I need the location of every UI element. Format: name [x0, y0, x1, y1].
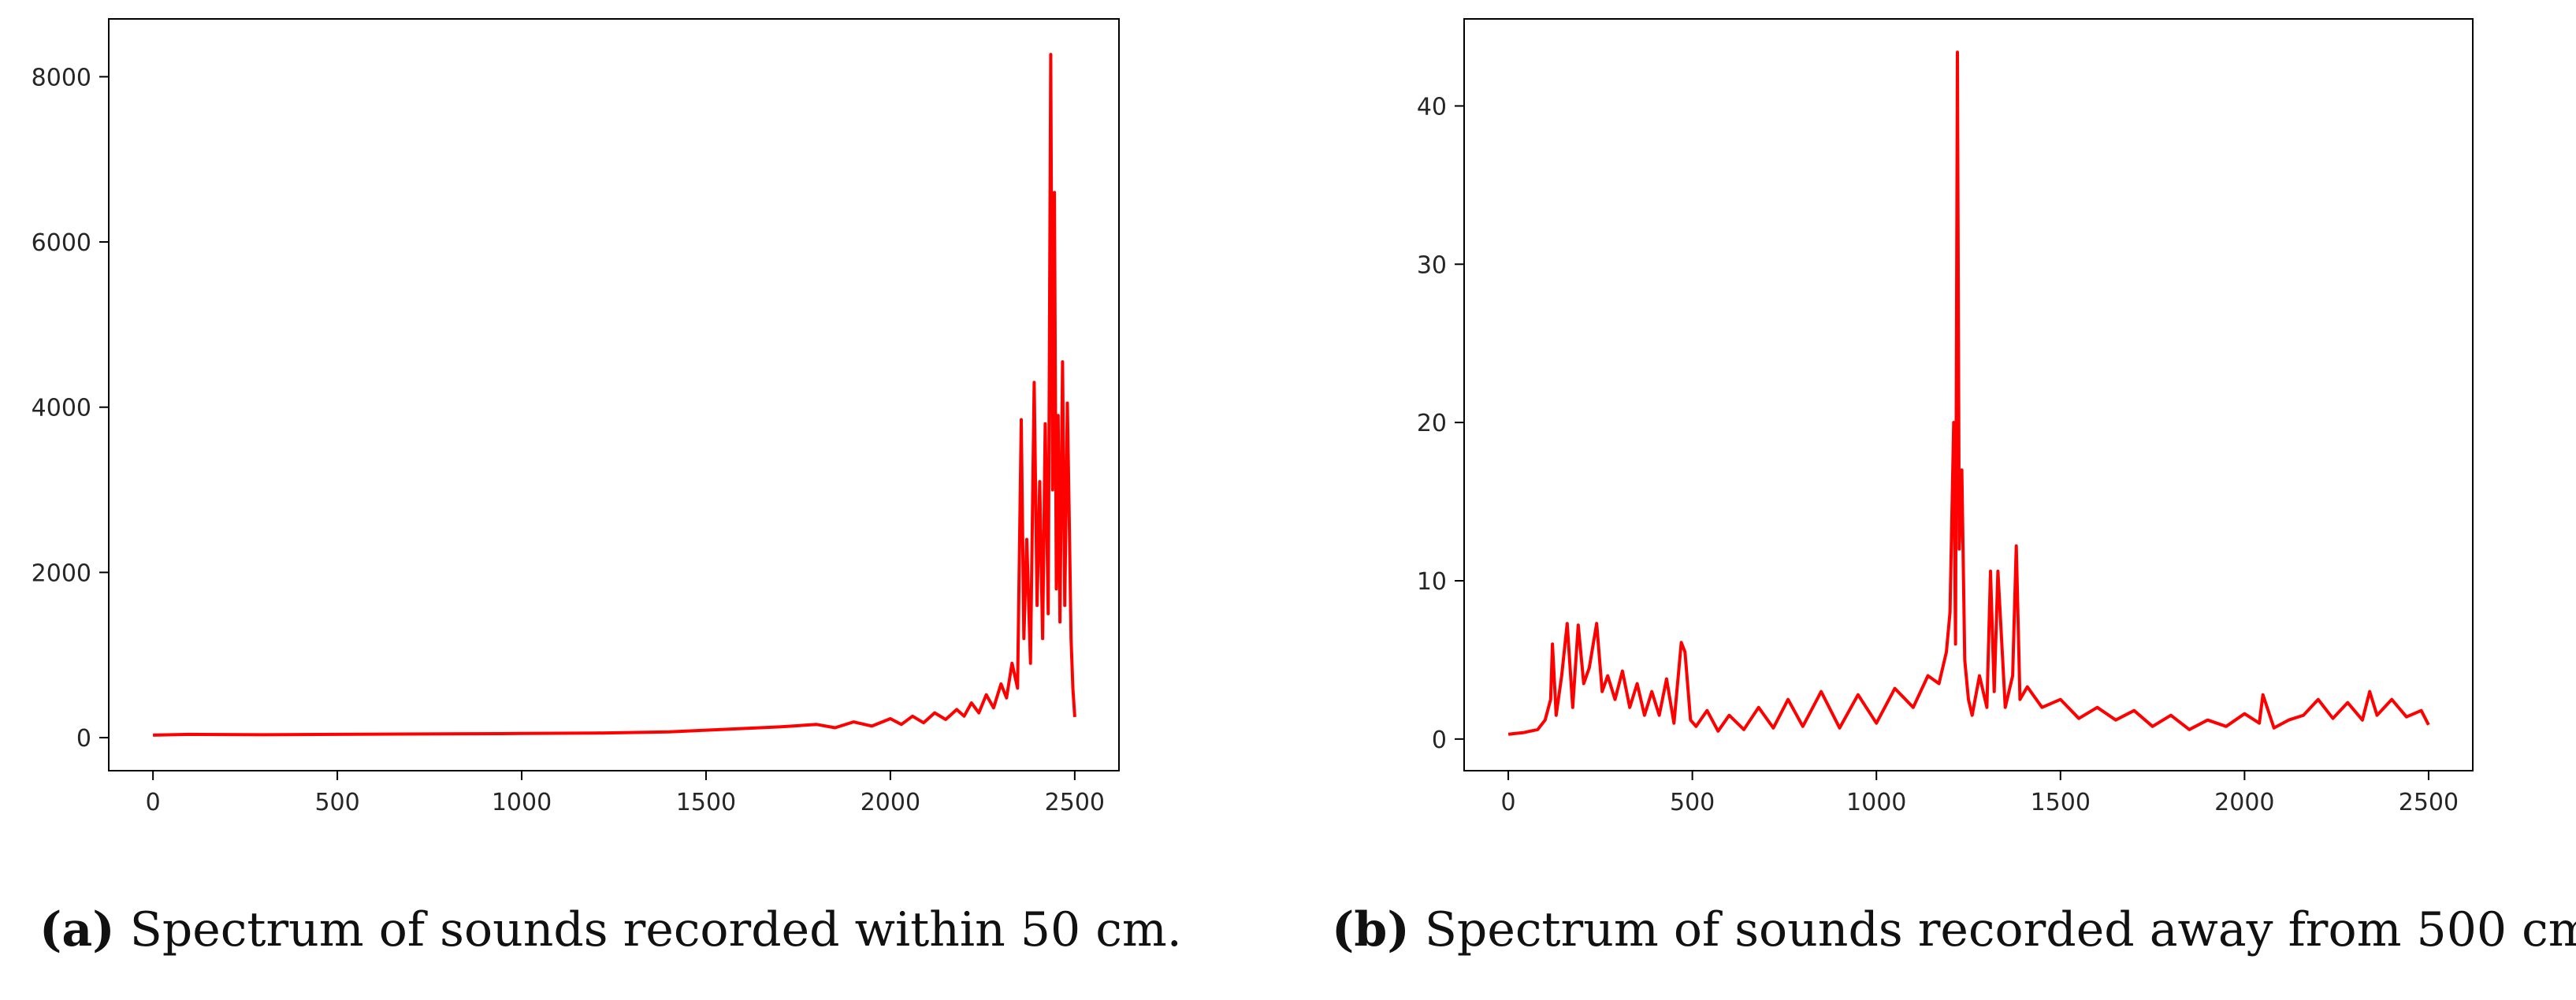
x-tick-label-b-5: 2500: [2399, 789, 2459, 816]
x-tick-label-a-1: 500: [314, 789, 359, 816]
caption-b: (b) Spectrum of sounds recorded away fro…: [1332, 902, 2576, 957]
y-tick-label-b-1: 10: [1417, 568, 1447, 596]
caption-b-text: Spectrum of sounds recorded away from 50…: [1424, 902, 2576, 957]
caption-b-label: (b): [1332, 902, 1410, 957]
chart-b: 0 500 1000 1500 2000 2500 0 10 20 30 40: [1417, 18, 2474, 816]
caption-a: (a) Spectrum of sounds recorded within 5…: [39, 902, 1182, 957]
series-line-a-0: [153, 53, 1076, 737]
caption-a-label: (a): [39, 902, 115, 957]
x-tick-label-a-4: 2000: [861, 789, 920, 816]
x-tick-label-a-2: 1000: [492, 789, 552, 816]
chart-a: 0 500 1000 1500 2000 2500 0 2000 4000 6000 8000: [32, 18, 1120, 816]
y-tick-label-a-0: 0: [76, 725, 91, 753]
axes-frame-a: [108, 18, 1120, 771]
x-tick-label-b-0: 0: [1501, 789, 1516, 816]
x-tick-label-a-0: 0: [146, 789, 161, 816]
series-line-b-0: [1507, 50, 2430, 736]
y-tick-label-a-2: 4000: [32, 395, 91, 422]
axes-frame-b: [1463, 18, 2474, 771]
x-tick-label-a-3: 1500: [676, 789, 736, 816]
caption-a-text: Spectrum of sounds recorded within 50 cm…: [129, 902, 1182, 957]
y-tick-label-a-3: 6000: [32, 229, 91, 257]
y-tick-label-a-1: 2000: [32, 559, 91, 587]
x-tick-label-a-5: 2500: [1045, 789, 1105, 816]
y-tick-label-b-3: 30: [1417, 251, 1447, 279]
x-tick-label-b-4: 2000: [2214, 789, 2274, 816]
x-tick-label-b-2: 1000: [1846, 789, 1906, 816]
y-tick-label-a-4: 8000: [32, 64, 91, 91]
y-tick-label-b-4: 40: [1417, 93, 1447, 121]
x-tick-label-b-3: 1500: [2031, 789, 2091, 816]
x-tick-label-b-1: 500: [1670, 789, 1715, 816]
y-tick-label-b-2: 20: [1417, 410, 1447, 437]
y-tick-label-b-0: 0: [1432, 727, 1447, 754]
